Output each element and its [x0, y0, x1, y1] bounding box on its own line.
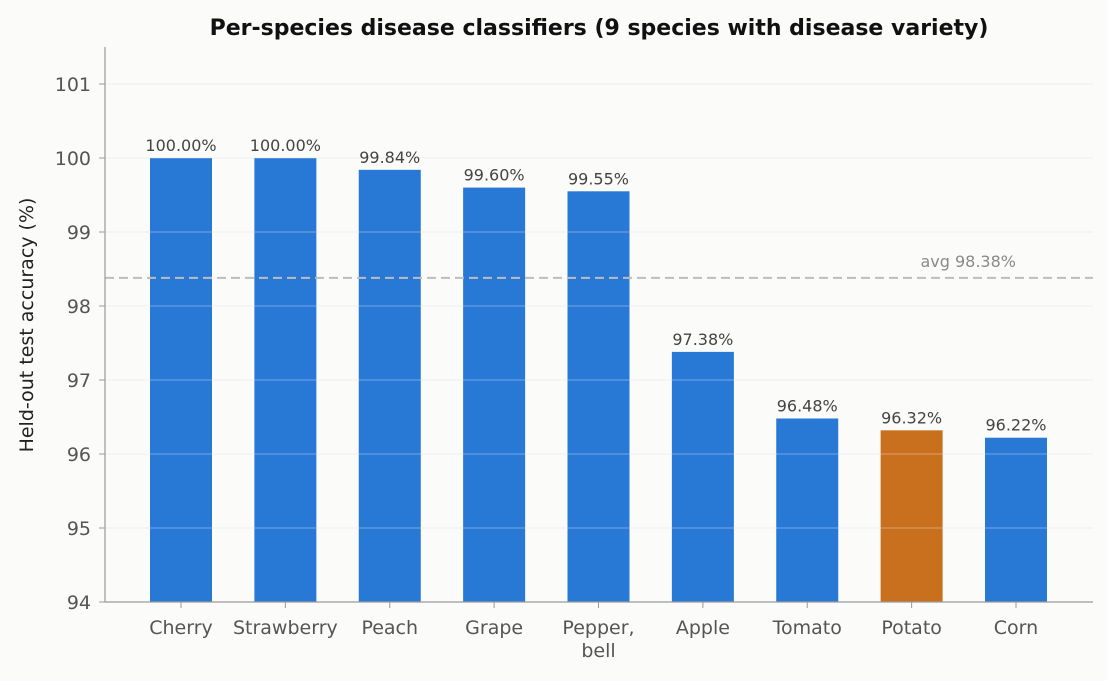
- x-tick-label: Strawberry: [233, 617, 338, 639]
- x-tick-label: Grape: [465, 617, 523, 639]
- data-label: 100.00%: [250, 136, 321, 155]
- y-tick-label: 100: [55, 148, 91, 170]
- x-tick-label: Cherry: [149, 617, 213, 639]
- bar: [671, 351, 734, 602]
- x-tick-label-line: Cherry: [149, 617, 213, 639]
- y-tick-label: 99: [67, 222, 91, 244]
- y-tick-label: 101: [55, 74, 91, 96]
- bar: [985, 437, 1047, 602]
- bar: [463, 187, 526, 602]
- bar: [358, 169, 421, 602]
- bar: [776, 418, 839, 602]
- x-tick-label-line: Potato: [881, 617, 942, 639]
- x-ticks: Cherry Strawberry Peach Grape Pepper, bell App…: [149, 602, 1038, 662]
- data-label: 96.22%: [985, 416, 1046, 435]
- data-label: 99.55%: [568, 169, 629, 188]
- x-tick-label: Peach: [361, 617, 418, 639]
- x-tick-label: Tomato: [772, 617, 842, 639]
- x-tick-label: Corn: [994, 617, 1038, 639]
- y-tick-label: 98: [67, 296, 91, 318]
- x-tick-label-line: bell: [581, 640, 615, 662]
- y-tick-label: 97: [67, 370, 91, 392]
- average-line-label: avg 98.38%: [920, 252, 1016, 271]
- y-ticks: 94 95 96 97 98 99 100 101: [55, 74, 105, 614]
- data-label: 99.84%: [359, 148, 420, 167]
- x-tick-label-line: Corn: [994, 617, 1038, 639]
- bar: [150, 158, 212, 602]
- x-tick-label-line: Apple: [676, 617, 730, 639]
- x-tick-label-line: Tomato: [772, 617, 842, 639]
- y-tick-label: 94: [67, 592, 91, 614]
- y-tick-label: 96: [67, 444, 91, 466]
- bar: [880, 430, 943, 602]
- x-tick-label-line: Pepper,: [562, 617, 634, 639]
- chart-title: Per-species disease classifiers (9 speci…: [210, 16, 989, 41]
- x-tick-label-line: Strawberry: [233, 617, 338, 639]
- data-label: 96.32%: [881, 408, 942, 427]
- y-axis-label: Held-out test accuracy (%): [16, 198, 38, 453]
- bar: [254, 158, 317, 602]
- data-label: 99.60%: [464, 166, 525, 185]
- data-label: 100.00%: [145, 136, 216, 155]
- average-line-group: avg 98.38%: [105, 252, 1093, 279]
- x-tick-label: Potato: [881, 617, 942, 639]
- x-tick-label-line: Grape: [465, 617, 523, 639]
- x-tick-label: Pepper, bell: [562, 617, 634, 662]
- x-tick-label: Apple: [676, 617, 730, 639]
- data-labels: 100.00% 100.00% 99.84% 99.60% 99.55% 97.38% 96…: [145, 136, 1046, 435]
- data-label: 96.48%: [777, 396, 838, 415]
- bar: [567, 191, 630, 603]
- y-tick-label: 95: [67, 518, 91, 540]
- bars: [105, 83, 1093, 603]
- data-label: 97.38%: [672, 330, 733, 349]
- x-tick-label-line: Peach: [361, 617, 418, 639]
